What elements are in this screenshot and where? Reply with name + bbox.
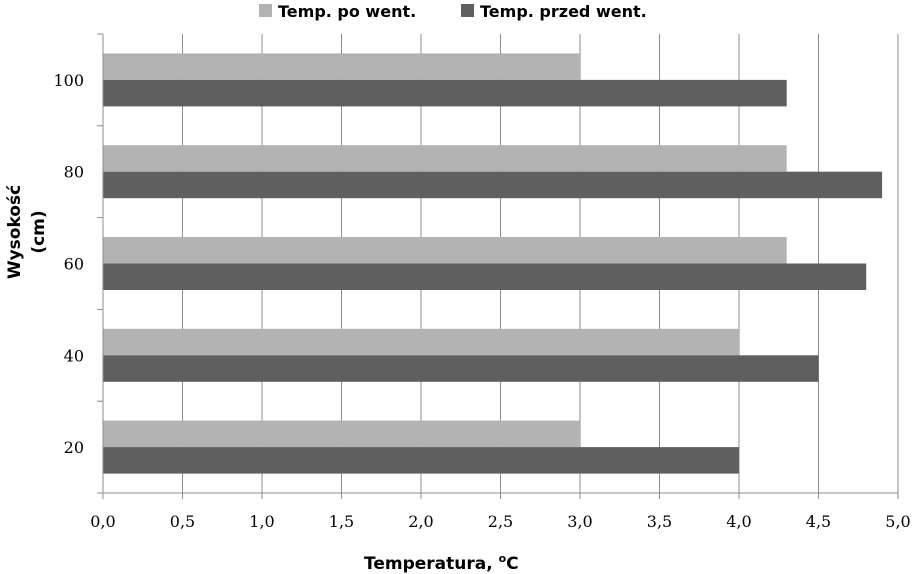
bar-temp-przed-went (103, 79, 787, 107)
bar-temp-po-went (103, 328, 739, 356)
y-axis-title: Wysokość (cm) (5, 185, 49, 279)
x-tick-label: 5,0 (885, 512, 910, 531)
x-tick-label: 4,5 (806, 512, 831, 531)
bar-temp-przed-went (103, 447, 739, 474)
legend-label-series-1: Temp. po went. (278, 2, 416, 21)
bar-temp-przed-went (103, 263, 867, 290)
bar-temp-po-went (103, 53, 580, 80)
x-axis-title-degree: o (499, 552, 507, 565)
y-axis-title-line-1: Wysokość (5, 185, 25, 279)
x-axis-title: Temperatura, oC (364, 552, 519, 574)
legend-label-series-2: Temp. przed went. (480, 2, 647, 21)
x-tick-label: 2,5 (488, 512, 513, 531)
legend: Temp. po went. Temp. przed went. (259, 2, 647, 21)
x-tick-label: 1,0 (249, 512, 274, 531)
y-tick-label: 20 (64, 438, 84, 457)
bars (103, 53, 883, 474)
y-tick-label: 40 (64, 346, 84, 365)
legend-swatch-series-2 (461, 4, 474, 17)
y-tick-label: 60 (64, 255, 84, 274)
x-tick-label: 1,5 (329, 512, 354, 531)
y-tick-labels: 20 40 60 80 100 (53, 71, 84, 457)
axes (97, 33, 898, 494)
bar-temp-po-went (103, 420, 580, 448)
y-axis-title-line-2: (cm) (29, 210, 49, 253)
bar-temp-przed-went (103, 171, 883, 199)
bar-temp-po-went (103, 237, 787, 264)
bar-temp-przed-went (103, 355, 819, 382)
x-tick-labels: 0,0 0,5 1,0 1,5 2,0 2,5 3,0 3,5 4,0 4,5 5,0 (90, 512, 910, 531)
x-tick-label: 2,0 (408, 512, 433, 531)
y-tick-label: 100 (53, 71, 84, 90)
x-tick-label: 0,0 (90, 512, 115, 531)
x-tick-label: 3,5 (647, 512, 672, 531)
x-tick-label: 0,5 (170, 512, 195, 531)
x-tick-label: 3,0 (567, 512, 592, 531)
bar-temp-po-went (103, 145, 787, 172)
legend-swatch-series-1 (259, 4, 272, 17)
x-axis-title-unit: C (506, 554, 518, 574)
x-tick-label: 4,0 (726, 512, 751, 531)
y-tick-label: 80 (64, 163, 84, 182)
x-axis-title-text: Temperatura, (364, 554, 499, 574)
